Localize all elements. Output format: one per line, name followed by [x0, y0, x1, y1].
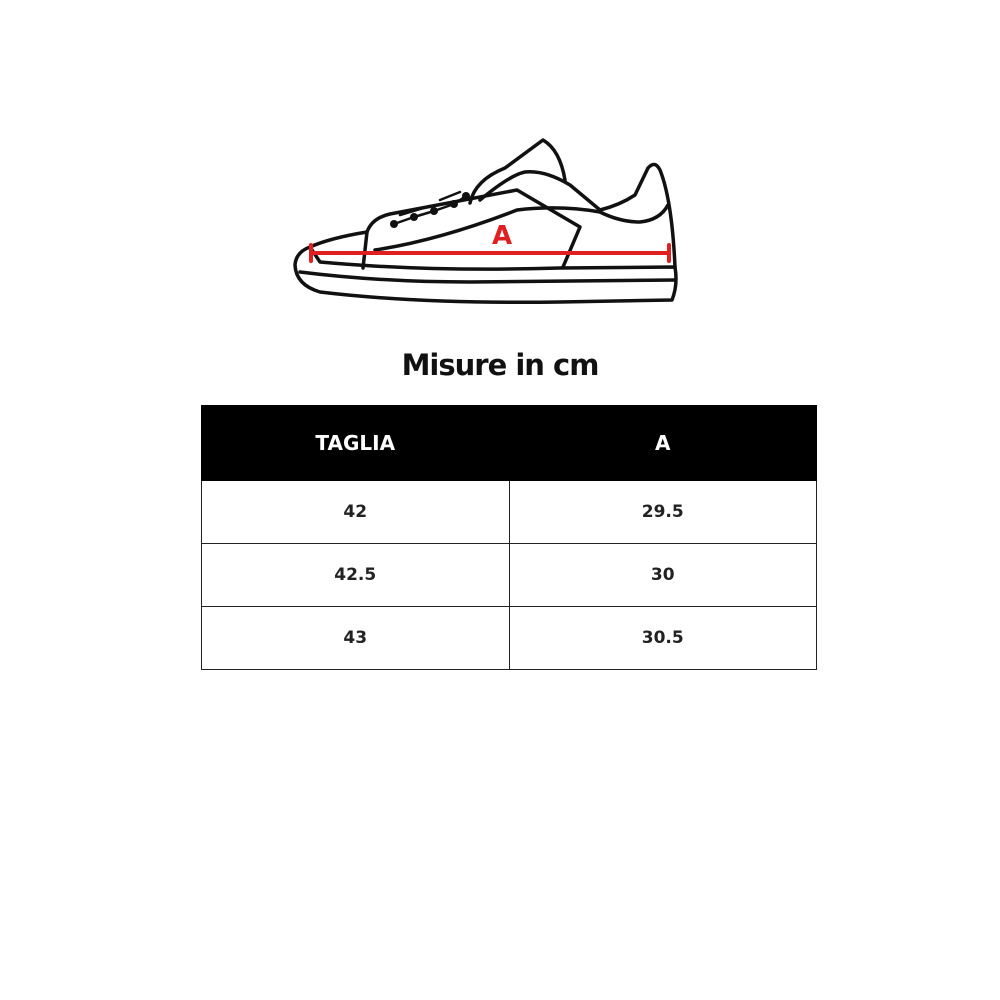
- size-cell: 42: [201, 480, 510, 544]
- header-taglia: TAGLIA: [201, 405, 510, 481]
- table-row: 42.5 30: [201, 543, 817, 607]
- sneaker-outline-icon: A: [293, 138, 678, 305]
- measure-label: A: [492, 221, 512, 251]
- header-a: A: [508, 405, 817, 481]
- table-row: 43 30.5: [201, 606, 817, 670]
- length-measure-line: [309, 243, 671, 263]
- size-cell: 42.5: [201, 543, 510, 607]
- page-title: Misure in cm: [401, 348, 600, 382]
- length-cell: 30.5: [508, 606, 817, 670]
- table-header-row: TAGLIA A: [201, 405, 817, 481]
- length-cell: 29.5: [508, 480, 817, 544]
- length-cell: 30: [508, 543, 817, 607]
- size-table: TAGLIA A 42 29.5 42.5 30 43 30.5: [201, 405, 817, 670]
- size-cell: 43: [201, 606, 510, 670]
- table-row: 42 29.5: [201, 480, 817, 544]
